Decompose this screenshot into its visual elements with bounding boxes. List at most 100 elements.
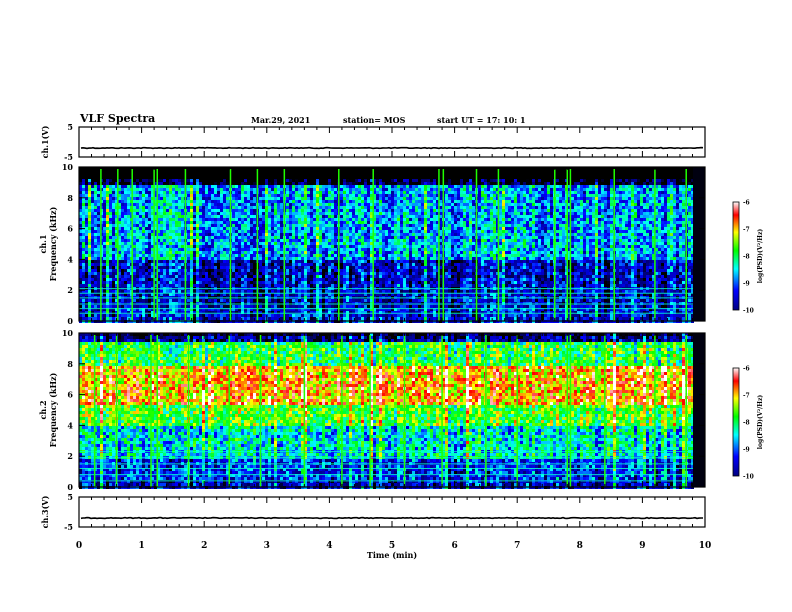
psd-cell <box>172 254 175 257</box>
psd-cell <box>268 242 271 245</box>
psd-cell <box>190 233 193 236</box>
psd-cell <box>199 212 202 215</box>
psd-cell <box>178 299 181 302</box>
psd-cell <box>322 311 325 314</box>
psd-cell <box>112 209 115 212</box>
psd-cell <box>142 269 145 272</box>
psd-cell <box>142 230 145 233</box>
psd-cell <box>157 251 160 254</box>
psd-cell <box>82 293 85 296</box>
psd-cell <box>142 290 145 293</box>
psd-cell <box>139 215 142 218</box>
psd-cell <box>352 176 355 179</box>
psd-cell <box>199 173 202 176</box>
psd-cell <box>172 233 175 236</box>
psd-cell <box>331 263 334 266</box>
psd-cell <box>340 248 343 251</box>
psd-cell <box>232 197 235 200</box>
psd-cell <box>85 260 88 263</box>
psd-cell <box>118 284 121 287</box>
psd-cell <box>322 203 325 206</box>
psd-cell <box>193 227 196 230</box>
psd-cell <box>202 233 205 236</box>
psd-cell <box>82 197 85 200</box>
psd-cell <box>319 314 322 317</box>
psd-cell <box>106 167 109 170</box>
psd-cell <box>94 170 97 173</box>
psd-cell <box>310 266 313 269</box>
psd-cell <box>142 245 145 248</box>
psd-cell <box>226 200 229 203</box>
psd-cell <box>280 215 283 218</box>
psd-cell <box>286 209 289 212</box>
psd-cell <box>244 194 247 197</box>
psd-cell <box>310 245 313 248</box>
psd-cell <box>91 248 94 251</box>
psd-cell <box>277 308 280 311</box>
psd-cell <box>295 254 298 257</box>
psd-cell <box>205 239 208 242</box>
psd-cell <box>295 173 298 176</box>
psd-cell <box>265 254 268 257</box>
psd-cell <box>262 188 265 191</box>
psd-cell <box>82 182 85 185</box>
psd-cell <box>94 293 97 296</box>
psd-cell <box>97 194 100 197</box>
psd-cell <box>262 239 265 242</box>
psd-cell <box>106 254 109 257</box>
psd-cell <box>151 185 154 188</box>
psd-cell <box>172 239 175 242</box>
psd-cell <box>271 293 274 296</box>
psd-cell <box>124 248 127 251</box>
psd-cell <box>250 269 253 272</box>
psd-cell <box>232 269 235 272</box>
psd-cell <box>79 197 82 200</box>
psd-cell <box>79 281 82 284</box>
psd-cell <box>196 248 199 251</box>
psd-cell <box>115 248 118 251</box>
psd-cell <box>127 308 130 311</box>
psd-cell <box>166 260 169 263</box>
psd-cell <box>142 311 145 314</box>
psd-cell <box>169 269 172 272</box>
psd-cell <box>163 209 166 212</box>
psd-cell <box>307 236 310 239</box>
psd-cell <box>325 215 328 218</box>
psd-cell <box>94 182 97 185</box>
psd-cell <box>112 245 115 248</box>
psd-cell <box>115 251 118 254</box>
psd-cell <box>217 260 220 263</box>
psd-cell <box>199 245 202 248</box>
psd-cell <box>241 170 244 173</box>
psd-cell <box>136 182 139 185</box>
psd-cell <box>316 179 319 182</box>
psd-cell <box>109 173 112 176</box>
psd-cell <box>295 272 298 275</box>
psd-cell <box>232 293 235 296</box>
psd-cell <box>310 269 313 272</box>
psd-cell <box>124 197 127 200</box>
psd-cell <box>208 242 211 245</box>
psd-cell <box>103 275 106 278</box>
psd-cell <box>166 167 169 170</box>
psd-cell <box>94 305 97 308</box>
psd-cell <box>157 170 160 173</box>
psd-cell <box>211 305 214 308</box>
psd-cell <box>181 278 184 281</box>
psd-cell <box>193 215 196 218</box>
psd-cell <box>199 308 202 311</box>
psd-cell <box>307 209 310 212</box>
psd-cell <box>310 311 313 314</box>
psd-cell <box>268 197 271 200</box>
psd-cell <box>286 185 289 188</box>
psd-cell <box>127 314 130 317</box>
psd-cell <box>352 203 355 206</box>
psd-cell <box>232 260 235 263</box>
psd-cell <box>244 170 247 173</box>
psd-cell <box>307 179 310 182</box>
psd-cell <box>181 245 184 248</box>
psd-cell <box>166 269 169 272</box>
psd-cell <box>232 191 235 194</box>
psd-cell <box>154 317 157 320</box>
psd-cell <box>127 311 130 314</box>
